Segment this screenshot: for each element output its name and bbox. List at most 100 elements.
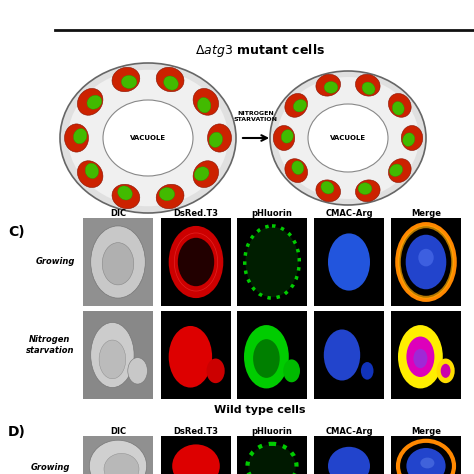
Ellipse shape	[293, 100, 307, 112]
Text: Merge: Merge	[411, 427, 441, 436]
Ellipse shape	[77, 89, 103, 115]
Bar	[314, 311, 384, 399]
Ellipse shape	[388, 93, 411, 117]
Ellipse shape	[169, 326, 212, 388]
Text: pHluorin: pHluorin	[252, 427, 292, 436]
Text: VACUOLE: VACUOLE	[330, 135, 366, 141]
Ellipse shape	[73, 128, 87, 144]
Ellipse shape	[91, 226, 146, 298]
Ellipse shape	[328, 233, 370, 291]
Ellipse shape	[356, 180, 380, 201]
Bar	[161, 436, 231, 474]
Ellipse shape	[308, 104, 388, 172]
Ellipse shape	[169, 226, 223, 298]
Text: Nitrogen
starvation: Nitrogen starvation	[26, 335, 74, 355]
Ellipse shape	[437, 358, 455, 383]
Ellipse shape	[156, 67, 184, 92]
Ellipse shape	[102, 243, 134, 285]
Ellipse shape	[209, 132, 223, 147]
Bar	[83, 218, 153, 306]
Ellipse shape	[77, 161, 103, 188]
Ellipse shape	[91, 322, 134, 388]
Ellipse shape	[60, 63, 236, 213]
Bar	[237, 436, 307, 474]
Ellipse shape	[362, 82, 375, 95]
Ellipse shape	[118, 186, 132, 200]
Bar	[237, 311, 307, 399]
Ellipse shape	[128, 358, 147, 384]
Bar	[314, 218, 384, 306]
Bar	[391, 436, 461, 474]
Bar	[237, 218, 307, 306]
Bar	[391, 218, 461, 306]
Ellipse shape	[324, 329, 360, 381]
Ellipse shape	[281, 129, 293, 143]
Bar	[161, 218, 231, 306]
Ellipse shape	[406, 448, 446, 474]
Bar	[391, 311, 461, 399]
Ellipse shape	[194, 167, 209, 181]
Ellipse shape	[64, 124, 89, 152]
Bar	[83, 436, 153, 474]
Ellipse shape	[361, 362, 374, 380]
Bar	[83, 436, 153, 474]
Text: VACUOLE: VACUOLE	[130, 135, 166, 141]
Ellipse shape	[208, 124, 231, 152]
Text: DsRed.T3: DsRed.T3	[173, 209, 219, 218]
Bar	[83, 311, 153, 399]
Ellipse shape	[164, 76, 178, 90]
Ellipse shape	[68, 70, 228, 206]
Text: Wild type cells: Wild type cells	[214, 405, 306, 415]
Text: C): C)	[8, 225, 25, 239]
Ellipse shape	[406, 337, 434, 377]
Text: $\it{\Delta atg3}$ mutant cells: $\it{\Delta atg3}$ mutant cells	[195, 42, 325, 58]
Ellipse shape	[358, 183, 372, 194]
Ellipse shape	[270, 71, 426, 205]
Bar	[161, 311, 231, 399]
Text: Growing: Growing	[35, 257, 75, 266]
Bar	[83, 218, 153, 306]
Ellipse shape	[390, 164, 402, 176]
Text: D): D)	[8, 425, 26, 439]
Ellipse shape	[156, 184, 184, 209]
Ellipse shape	[178, 238, 214, 286]
Ellipse shape	[406, 235, 447, 289]
Ellipse shape	[103, 100, 193, 176]
Ellipse shape	[388, 159, 411, 182]
Ellipse shape	[316, 74, 340, 96]
Ellipse shape	[413, 349, 428, 368]
Ellipse shape	[292, 161, 304, 174]
Ellipse shape	[316, 180, 340, 201]
Ellipse shape	[198, 98, 211, 113]
Ellipse shape	[89, 440, 146, 474]
Ellipse shape	[112, 184, 140, 209]
Text: DIC: DIC	[110, 427, 126, 436]
Ellipse shape	[285, 93, 308, 117]
Ellipse shape	[285, 159, 308, 182]
Ellipse shape	[253, 339, 280, 378]
Ellipse shape	[121, 75, 137, 89]
Ellipse shape	[356, 74, 380, 96]
Ellipse shape	[277, 77, 419, 199]
Ellipse shape	[401, 126, 423, 150]
Text: pHluorin: pHluorin	[252, 209, 292, 218]
Ellipse shape	[324, 82, 338, 93]
Ellipse shape	[159, 188, 175, 201]
Text: NITROGEN
STARVATION: NITROGEN STARVATION	[234, 111, 278, 122]
Ellipse shape	[328, 447, 370, 474]
Ellipse shape	[398, 325, 443, 388]
Ellipse shape	[403, 133, 415, 146]
Bar	[314, 436, 384, 474]
Text: CMAC-Arg: CMAC-Arg	[325, 427, 373, 436]
Bar	[83, 311, 153, 399]
Ellipse shape	[99, 340, 126, 379]
Text: Growing: Growing	[30, 464, 70, 473]
Ellipse shape	[104, 454, 139, 474]
Ellipse shape	[172, 445, 220, 474]
Ellipse shape	[246, 227, 299, 297]
Ellipse shape	[418, 249, 434, 266]
Ellipse shape	[207, 358, 225, 383]
Ellipse shape	[283, 359, 300, 382]
Ellipse shape	[392, 101, 404, 115]
Ellipse shape	[441, 364, 450, 378]
